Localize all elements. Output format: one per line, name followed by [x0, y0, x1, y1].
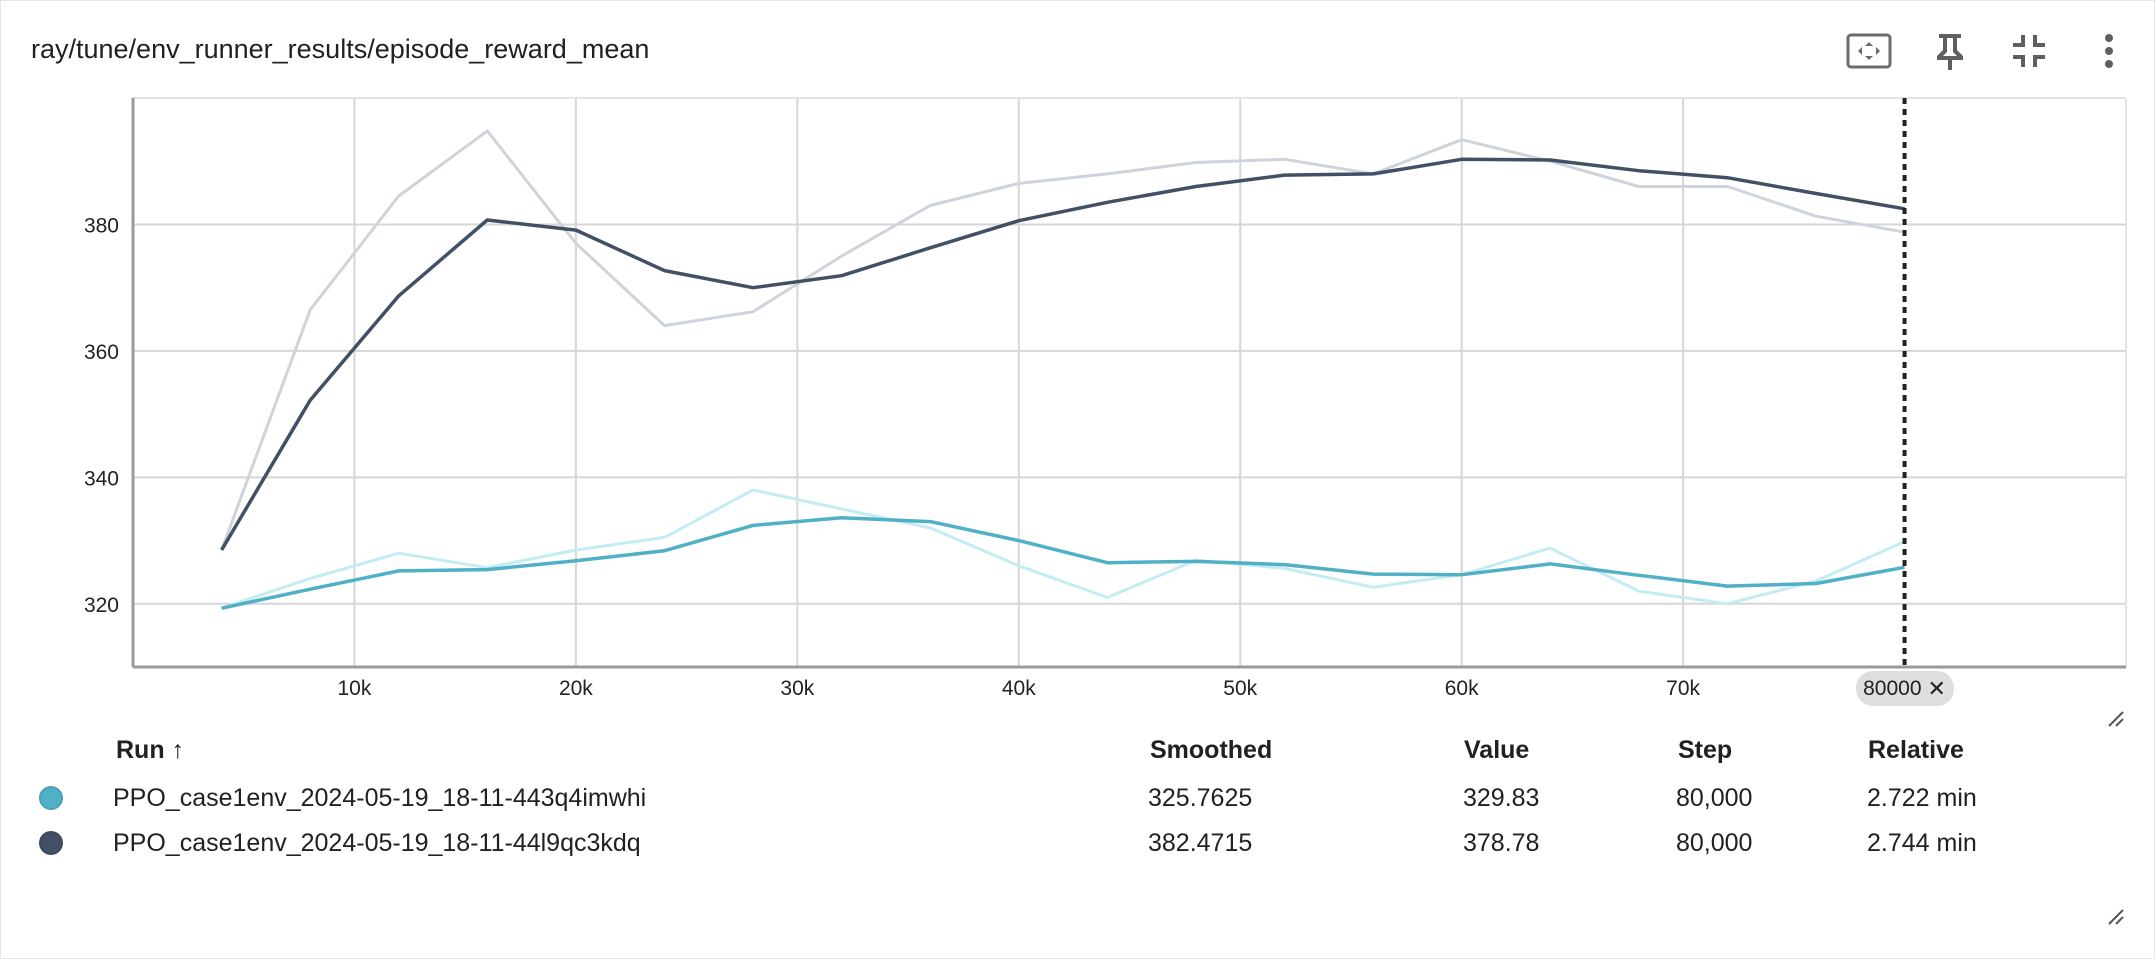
relative-time: 2.744 min	[1867, 829, 1977, 857]
collapse-button[interactable]	[2004, 26, 2054, 76]
run-color-swatch[interactable]	[39, 831, 63, 855]
fit-domain-button[interactable]	[1844, 26, 1894, 76]
raw-value: 329.83	[1463, 784, 1540, 812]
y-tick-label: 380	[84, 214, 119, 237]
fit-domain-icon	[1846, 33, 1892, 69]
y-tick-label: 320	[84, 594, 119, 617]
collapse-icon	[2013, 35, 2045, 67]
smoothed-value: 325.7625	[1148, 784, 1253, 812]
column-header-run[interactable]: Run ↑	[116, 736, 184, 765]
raw-lines	[220, 129, 1906, 610]
column-header-run-label: Run	[116, 736, 165, 764]
x-tick-label: 30k	[780, 677, 814, 700]
chart-axes: 10k 20k 30k 40k 50k 60k 70k 320 340 360 380	[84, 97, 2127, 700]
chart-grid	[133, 98, 2126, 667]
close-icon[interactable]: ✕	[1927, 675, 1946, 701]
chart-resize-handle-icon[interactable]	[2106, 709, 2126, 729]
x-tick-label: 40k	[1002, 677, 1036, 700]
step-value: 80,000	[1676, 829, 1753, 857]
run-name: PPO_case1env_2024-05-19_18-11-443q4imwhi	[113, 784, 647, 812]
smoothed-value: 382.4715	[1148, 829, 1253, 857]
more-options-button[interactable]	[2084, 26, 2134, 76]
run-name: PPO_case1env_2024-05-19_18-11-44l9qc3kdq	[113, 829, 641, 857]
smoothed-series-line-1	[220, 157, 1905, 551]
smoothed-series-line-0	[221, 516, 1905, 610]
step-cursor-label: 80000	[1863, 676, 1922, 700]
relative-time: 2.722 min	[1867, 784, 1977, 812]
table-resize-handle-icon[interactable]	[2106, 907, 2126, 927]
x-tick-label: 20k	[559, 677, 593, 700]
step-cursor-chip[interactable]: 80000 ✕	[1855, 671, 1954, 706]
run-color-swatch[interactable]	[39, 786, 63, 810]
sort-arrow-icon: ↑	[171, 736, 185, 764]
step-value: 80,000	[1676, 784, 1753, 812]
column-header-step[interactable]: Step	[1678, 736, 1733, 764]
raw-series-line-1	[220, 129, 1905, 551]
x-tick-label: 50k	[1223, 677, 1257, 700]
column-header-relative[interactable]: Relative	[1868, 736, 1964, 764]
raw-series-line-0	[221, 488, 1906, 610]
x-tick-label: 70k	[1666, 677, 1700, 700]
line-chart[interactable]: 10k 20k 30k 40k 50k 60k 70k 320 340 360 380	[1, 1, 2155, 721]
smoothed-lines	[220, 157, 1905, 610]
pin-button[interactable]	[1925, 26, 1975, 76]
column-header-smoothed[interactable]: Smoothed	[1150, 736, 1273, 764]
raw-value: 378.78	[1463, 829, 1540, 857]
x-tick-label: 10k	[338, 677, 372, 700]
column-header-value[interactable]: Value	[1464, 736, 1530, 764]
y-tick-label: 360	[84, 341, 119, 364]
y-tick-label: 340	[84, 467, 119, 490]
card-title: ray/tune/env_runner_results/episode_rewa…	[31, 34, 650, 64]
x-tick-label: 60k	[1445, 677, 1479, 700]
pin-icon	[1937, 34, 1963, 70]
more-vert-icon	[2105, 34, 2113, 68]
